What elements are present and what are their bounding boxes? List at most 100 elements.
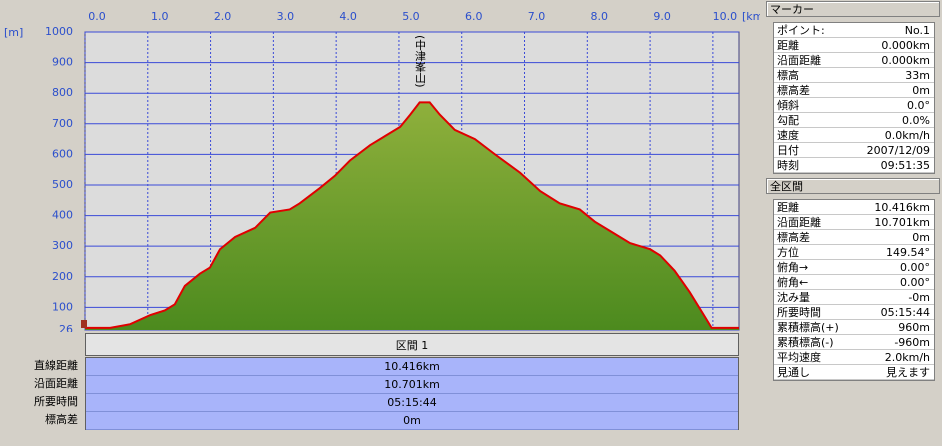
info-key: 標高 — [777, 69, 799, 82]
y-tick-label: 200 — [52, 270, 73, 283]
x-tick-label: 6.0 — [465, 10, 483, 23]
info-value: 0.00° — [900, 276, 930, 289]
info-row: 平均速度 2.0km/h — [774, 350, 934, 365]
info-row: 日付 2007/12/09 — [774, 143, 934, 158]
section-row-label: 所要時間 — [34, 395, 78, 408]
section-labels: 直線距離 沿面距離 所要時間 標高差 — [0, 357, 78, 429]
info-value: 960m — [898, 321, 930, 334]
info-row: 沿面距離 0.000km — [774, 53, 934, 68]
info-key: 距離 — [777, 201, 799, 214]
info-row: 傾斜 0.0° — [774, 98, 934, 113]
peak-annotation: (中津峯山) — [414, 35, 427, 88]
total-table: 距離 10.416km 沿面距離 10.701km 標高差 0m 方位 149.54° 俯角→ 0… — [773, 199, 935, 381]
info-key: 俯角→ — [777, 261, 809, 274]
y-tick-label: 700 — [52, 117, 73, 130]
y-tick-label: 600 — [52, 147, 73, 160]
info-value: 0.000km — [881, 54, 930, 67]
info-value: 09:51:35 — [880, 159, 930, 172]
info-row: 標高差 0m — [774, 83, 934, 98]
info-row: 方位 149.54° — [774, 245, 934, 260]
profile-line — [85, 101, 739, 329]
info-value: 0.0% — [902, 114, 930, 127]
info-key: 沈み量 — [777, 291, 810, 304]
x-tick-label: 7.0 — [528, 10, 546, 23]
section-row-value: 10.701km — [86, 376, 738, 394]
y-tick-label: 500 — [52, 178, 73, 191]
x-tick-label: 4.0 — [339, 10, 357, 23]
info-value: 0.0° — [907, 99, 930, 112]
info-row: 距離 0.000km — [774, 38, 934, 53]
info-key: 標高差 — [777, 231, 810, 244]
info-row: 速度 0.0km/h — [774, 128, 934, 143]
y-tick-label: 1000 — [45, 25, 73, 38]
x-unit: [km] — [742, 10, 760, 23]
info-key: 累積標高(+) — [777, 321, 839, 334]
info-key: 累積標高(-) — [777, 336, 834, 349]
info-key: 標高差 — [777, 84, 810, 97]
marker-header: マーカー — [766, 1, 940, 17]
info-key: 沿面距離 — [777, 216, 821, 229]
info-value: 0.00° — [900, 261, 930, 274]
info-value: 10.701km — [874, 216, 930, 229]
info-row: 俯角← 0.00° — [774, 275, 934, 290]
marker-table: ポイント: No.1 距離 0.000km 沿面距離 0.000km 標高 33m 標高差 0m 傾… — [773, 22, 935, 174]
section-title: 区間 1 — [85, 333, 739, 356]
info-row: 沿面距離 10.701km — [774, 215, 934, 230]
x-tick-label: 10.0 — [713, 10, 738, 23]
info-row: 見通し 見えます — [774, 365, 934, 380]
info-key: 見通し — [777, 366, 810, 379]
y-unit: [m] — [4, 26, 23, 39]
section-row-label: 沿面距離 — [34, 377, 78, 390]
x-tick-label: 2.0 — [214, 10, 232, 23]
info-value: 0.0km/h — [884, 129, 930, 142]
marker-icon — [81, 320, 87, 328]
info-value: 33m — [905, 69, 930, 82]
info-value: 2.0km/h — [884, 351, 930, 364]
info-value: 05:15:44 — [880, 306, 930, 319]
info-key: 日付 — [777, 144, 799, 157]
info-key: 勾配 — [777, 114, 799, 127]
info-key: 傾斜 — [777, 99, 799, 112]
info-row: 累積標高(+) 960m — [774, 320, 934, 335]
y-tick-label: 400 — [52, 209, 73, 222]
x-tick-label: 0.0 — [88, 10, 106, 23]
section-row-value: 05:15:44 — [86, 394, 738, 412]
section-values: 10.416km 10.701km 05:15:44 0m — [85, 357, 739, 430]
info-key: 距離 — [777, 39, 799, 52]
info-key: 俯角← — [777, 276, 809, 289]
section-row-value: 0m — [86, 412, 738, 430]
info-row: 距離 10.416km — [774, 200, 934, 215]
profile-chart: [m] [km] 26 100 200 300 400 500 600 700 800 900 10… — [4, 10, 760, 332]
x-tick-label: 1.0 — [151, 10, 169, 23]
y-tick-label: 100 — [52, 300, 73, 313]
info-key: 方位 — [777, 246, 799, 259]
info-row: 勾配 0.0% — [774, 113, 934, 128]
section-row-value: 10.416km — [86, 358, 738, 376]
info-value: No.1 — [904, 24, 930, 37]
info-value: 2007/12/09 — [866, 144, 930, 157]
info-key: ポイント: — [777, 24, 825, 37]
y-tick-label: 900 — [52, 56, 73, 69]
info-value: 0m — [912, 84, 930, 97]
info-row: 累積標高(-) -960m — [774, 335, 934, 350]
info-key: 平均速度 — [777, 351, 821, 364]
info-row: 時刻 09:51:35 — [774, 158, 934, 173]
info-value: 見えます — [886, 366, 930, 379]
y-tick-label: 800 — [52, 86, 73, 99]
x-tick-label: 5.0 — [402, 10, 420, 23]
total-header: 全区間 — [766, 178, 940, 194]
info-value: -0m — [908, 291, 930, 304]
info-value: 0.000km — [881, 39, 930, 52]
y-tick-label: 26 — [59, 323, 73, 332]
info-key: 速度 — [777, 129, 799, 142]
info-value: 0m — [912, 231, 930, 244]
info-key: 時刻 — [777, 159, 799, 172]
info-row: 所要時間 05:15:44 — [774, 305, 934, 320]
info-value: 10.416km — [874, 201, 930, 214]
section-row-label: 直線距離 — [34, 359, 78, 372]
info-value: 149.54° — [886, 246, 930, 259]
info-row: 標高 33m — [774, 68, 934, 83]
info-key: 所要時間 — [777, 306, 821, 319]
info-value: -960m — [894, 336, 930, 349]
